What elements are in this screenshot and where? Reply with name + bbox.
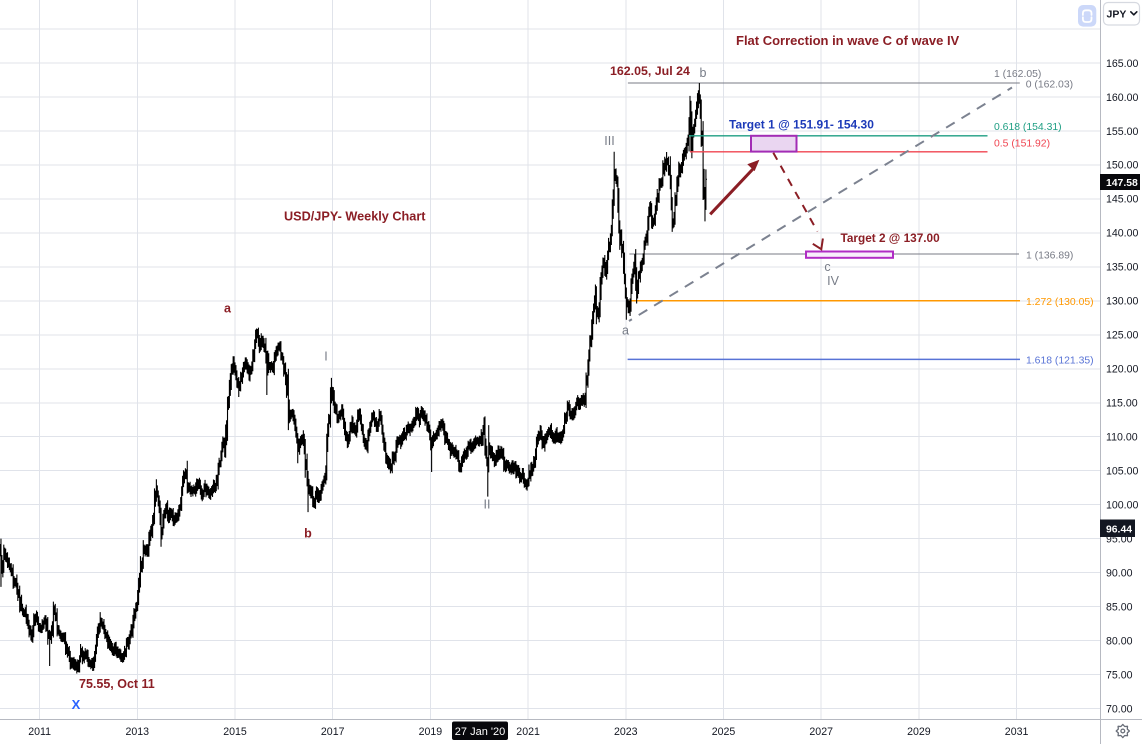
svg-text:b: b	[304, 527, 312, 541]
svg-text:162.05, Jul 24: 162.05, Jul 24	[610, 64, 690, 78]
svg-text:2015: 2015	[223, 726, 247, 738]
svg-text:140.00: 140.00	[1106, 228, 1139, 240]
svg-text:1 (162.05): 1 (162.05)	[994, 69, 1041, 80]
svg-text:110.00: 110.00	[1106, 432, 1138, 444]
svg-text:2013: 2013	[126, 726, 150, 738]
svg-text:115.00: 115.00	[1106, 398, 1138, 410]
svg-text:130.00: 130.00	[1106, 296, 1139, 308]
svg-text:III: III	[604, 134, 614, 148]
svg-text:IV: IV	[827, 274, 839, 288]
svg-text:b: b	[700, 66, 707, 80]
svg-text:Target 2 @ 137.00: Target 2 @ 137.00	[841, 231, 941, 245]
svg-text:1.618 (121.35): 1.618 (121.35)	[1026, 356, 1094, 367]
svg-text:1.272 (130.05): 1.272 (130.05)	[1026, 297, 1094, 308]
svg-text:Flat Correction in wave C of w: Flat Correction in wave C of wave IV	[736, 33, 960, 48]
svg-text:27 Jan '20: 27 Jan '20	[455, 726, 505, 738]
svg-text:96.44: 96.44	[1106, 525, 1132, 536]
svg-text:c: c	[824, 260, 830, 274]
svg-text:165.00: 165.00	[1106, 58, 1139, 70]
svg-text:0 (162.03): 0 (162.03)	[1026, 79, 1073, 90]
svg-text:2017: 2017	[321, 726, 345, 738]
svg-text:120.00: 120.00	[1106, 364, 1139, 376]
svg-text:USD/JPY- Weekly Chart: USD/JPY- Weekly Chart	[284, 210, 426, 224]
svg-text:90.00: 90.00	[1106, 567, 1133, 579]
svg-text:2031: 2031	[1005, 726, 1029, 738]
svg-text:125.00: 125.00	[1106, 330, 1139, 342]
svg-text:0.5 (151.92): 0.5 (151.92)	[994, 138, 1050, 149]
svg-text:80.00: 80.00	[1106, 635, 1133, 647]
svg-text:100.00: 100.00	[1106, 500, 1139, 512]
svg-text:1 (136.89): 1 (136.89)	[1026, 251, 1073, 262]
svg-text:70.00: 70.00	[1106, 703, 1133, 715]
svg-text:85.00: 85.00	[1106, 601, 1133, 613]
svg-text:75.55, Oct 11: 75.55, Oct 11	[79, 677, 155, 691]
svg-text:0.618 (154.31): 0.618 (154.31)	[994, 122, 1062, 133]
svg-text:2029: 2029	[907, 726, 931, 738]
svg-text:2025: 2025	[712, 726, 736, 738]
svg-text:2023: 2023	[614, 726, 638, 738]
svg-text:a: a	[224, 302, 232, 316]
svg-text:2019: 2019	[419, 726, 443, 738]
svg-text:2021: 2021	[516, 726, 540, 738]
svg-text:160.00: 160.00	[1106, 92, 1139, 104]
svg-text:2011: 2011	[28, 726, 51, 738]
svg-text:2027: 2027	[809, 726, 833, 738]
svg-text:135.00: 135.00	[1106, 262, 1139, 274]
svg-text:a: a	[622, 324, 629, 338]
svg-text:I: I	[324, 350, 327, 364]
svg-text:147.58: 147.58	[1106, 178, 1138, 189]
svg-text:Target 1 @ 151.91- 154.30: Target 1 @ 151.91- 154.30	[729, 118, 874, 132]
svg-text:II: II	[484, 498, 491, 512]
svg-text:JPY: JPY	[1107, 8, 1127, 20]
svg-text:150.00: 150.00	[1106, 160, 1139, 172]
svg-text:75.00: 75.00	[1106, 669, 1133, 681]
svg-text:145.00: 145.00	[1106, 194, 1139, 206]
svg-text:105.00: 105.00	[1106, 466, 1139, 478]
svg-text:155.00: 155.00	[1106, 126, 1139, 138]
svg-text:X: X	[72, 697, 81, 712]
